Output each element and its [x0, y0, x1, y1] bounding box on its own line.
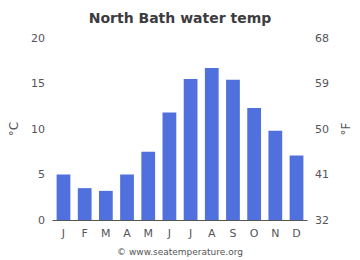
svg-text:15: 15 [31, 77, 45, 90]
svg-text:32: 32 [315, 214, 329, 227]
svg-text:S: S [229, 227, 236, 240]
svg-text:50: 50 [315, 123, 329, 136]
svg-text:10: 10 [31, 123, 45, 136]
svg-text:20: 20 [31, 32, 45, 45]
svg-text:N: N [271, 227, 279, 240]
svg-text:68: 68 [315, 32, 329, 45]
svg-text:North Bath water temp: North Bath water temp [89, 10, 272, 26]
svg-text:A: A [123, 227, 131, 240]
svg-text:M: M [101, 227, 111, 240]
svg-text:°C: °C [7, 122, 21, 136]
svg-text:F: F [82, 227, 88, 240]
svg-text:J: J [61, 227, 65, 240]
svg-text:5: 5 [38, 168, 45, 181]
svg-text:A: A [208, 227, 216, 240]
svg-text:°F: °F [339, 122, 353, 135]
svg-text:41: 41 [315, 168, 329, 181]
svg-text:J: J [188, 227, 192, 240]
svg-text:59: 59 [315, 77, 329, 90]
svg-text:© www.seatemperature.org: © www.seatemperature.org [117, 247, 243, 257]
svg-text:D: D [292, 227, 300, 240]
svg-text:J: J [167, 227, 171, 240]
svg-text:0: 0 [38, 214, 45, 227]
svg-text:M: M [143, 227, 153, 240]
svg-text:O: O [250, 227, 259, 240]
